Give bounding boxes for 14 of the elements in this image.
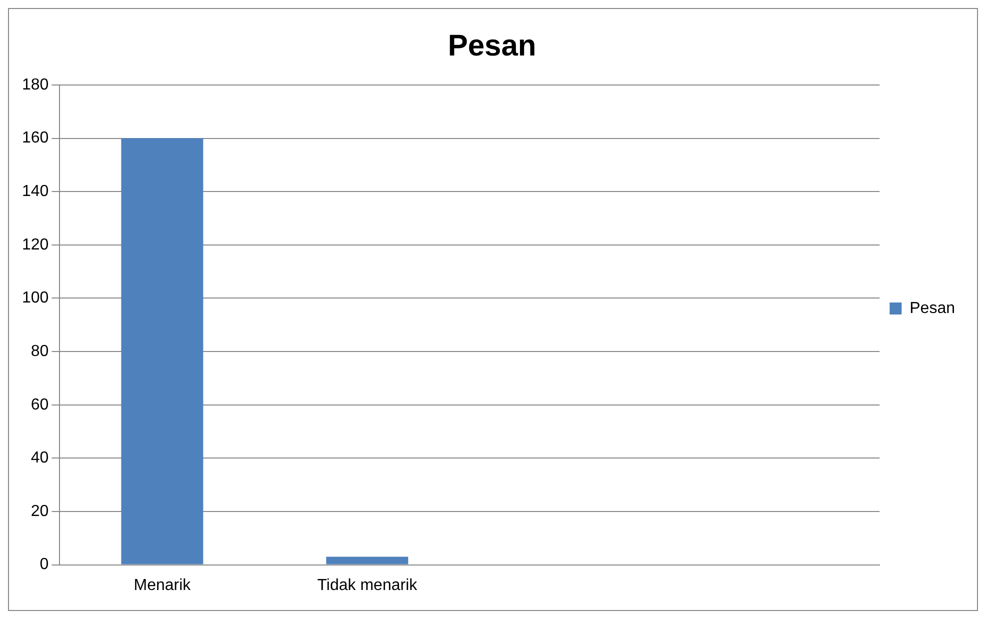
y-tick-label: 80 bbox=[30, 342, 49, 360]
x-tick-label: Tidak menarik bbox=[317, 576, 418, 594]
y-tick-label: 160 bbox=[22, 130, 49, 147]
y-tick-label: 40 bbox=[30, 450, 49, 467]
y-tick-label: 0 bbox=[40, 556, 49, 574]
y-tick-label: 120 bbox=[22, 236, 49, 254]
y-tick-label: 180 bbox=[22, 76, 49, 94]
y-tick-label: 20 bbox=[30, 502, 49, 520]
chart-title: Pesan bbox=[448, 29, 536, 62]
legend-label: Pesan bbox=[910, 300, 956, 317]
y-tick-label: 140 bbox=[22, 183, 49, 200]
x-tick-label: Menarik bbox=[134, 576, 192, 594]
y-tick-label: 60 bbox=[30, 396, 49, 414]
y-tick-label: 100 bbox=[22, 290, 49, 307]
